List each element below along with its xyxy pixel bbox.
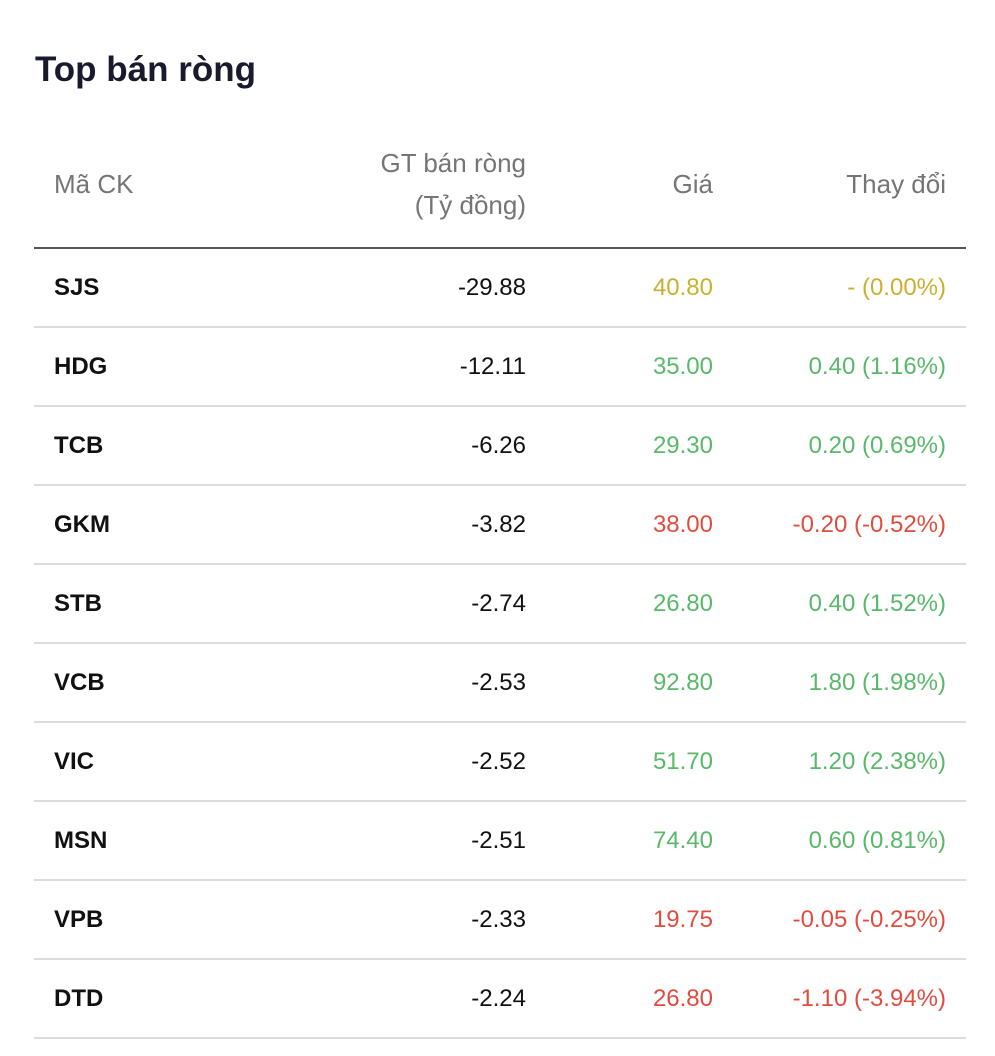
stock-code[interactable]: VCB [54,669,105,696]
table-row[interactable]: MSN -2.51 74.40 0.60 (0.81%) [34,802,966,881]
price: 92.80 [652,669,713,696]
price-change: -0.20 (-0.52%) [792,511,946,538]
net-sell-value: -3.82 [471,511,526,538]
net-sell-value: -2.53 [471,669,526,696]
net-sell-value: -12.11 [459,353,526,380]
price-change: 0.40 (1.52%) [808,590,946,617]
column-header-price: Giá [672,169,713,199]
stock-code[interactable]: HDG [54,353,108,380]
price-change: 0.40 (1.16%) [808,353,946,380]
stock-code[interactable]: MSN [54,827,108,854]
price-change: -1.10 (-3.94%) [792,985,946,1012]
stock-code[interactable]: DTD [54,985,104,1012]
price: 51.70 [652,748,713,775]
table-row[interactable]: STB -2.74 26.80 0.40 (1.52%) [34,565,966,644]
price: 19.75 [652,906,713,933]
stock-code[interactable]: VIC [54,748,95,775]
price-change: 0.60 (0.81%) [808,827,946,854]
price: 26.80 [652,985,713,1012]
table-row[interactable]: VCB -2.53 92.80 1.80 (1.98%) [34,644,966,723]
net-sell-value: -6.26 [471,432,526,459]
widget-title: Top bán ròng [35,50,256,89]
price-change: 1.20 (2.38%) [808,748,946,775]
stock-code[interactable]: GKM [54,511,110,538]
stock-code[interactable]: VPB [54,906,104,933]
table-row[interactable]: VIC -2.52 51.70 1.20 (2.38%) [34,723,966,802]
table-row[interactable]: VPB -2.33 19.75 -0.05 (-0.25%) [34,881,966,960]
net-sell-table: Mã CK GT bán ròng (Tỷ đồng) Giá Thay đổi… [34,130,966,1039]
table-body: SJS -29.88 40.80 - (0.00%) HDG -12.11 35… [34,249,966,1039]
table-row[interactable]: DTD -2.24 26.80 -1.10 (-3.94%) [34,960,966,1039]
stock-code[interactable]: TCB [54,432,104,459]
column-header-change: Thay đổi [846,169,946,199]
net-sell-value: -2.52 [471,748,526,775]
net-sell-value: -2.33 [471,906,526,933]
table-row[interactable]: GKM -3.82 38.00 -0.20 (-0.52%) [34,486,966,565]
net-sell-value: -2.74 [471,590,526,617]
price-change: 0.20 (0.69%) [808,432,946,459]
price: 35.00 [652,353,713,380]
price: 40.80 [652,274,713,301]
stock-code[interactable]: SJS [54,274,100,301]
price: 29.30 [652,432,713,459]
table-row[interactable]: SJS -29.88 40.80 - (0.00%) [34,249,966,328]
column-header-net-sell-value-line2: (Tỷ đồng) [414,190,526,220]
table-row[interactable]: TCB -6.26 29.30 0.20 (0.69%) [34,407,966,486]
price-change: 1.80 (1.98%) [808,669,946,696]
price-change: -0.05 (-0.25%) [792,906,946,933]
price: 26.80 [652,590,713,617]
net-sell-value: -29.88 [457,274,526,301]
net-sell-value: -2.24 [471,985,526,1012]
column-header-net-sell-value-line1: GT bán ròng [380,148,526,178]
stock-code[interactable]: STB [54,590,102,617]
column-header-code: Mã CK [54,169,134,199]
price: 74.40 [652,827,713,854]
table-row[interactable]: HDG -12.11 35.00 0.40 (1.16%) [34,328,966,407]
price-change: - (0.00%) [847,274,946,301]
price: 38.00 [652,511,713,538]
net-sell-value: -2.51 [471,827,526,854]
column-header-net-sell-value: GT bán ròng (Tỷ đồng) [380,142,526,226]
table-header: Mã CK GT bán ròng (Tỷ đồng) Giá Thay đổi [34,130,966,249]
